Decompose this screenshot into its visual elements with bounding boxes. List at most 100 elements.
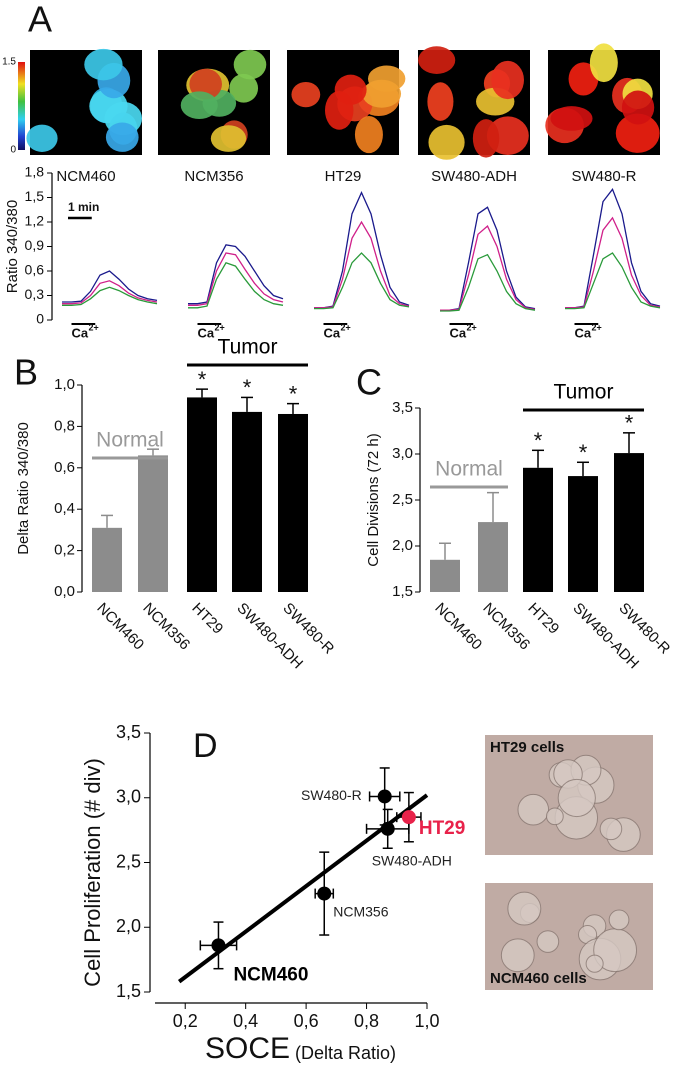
y-tick-label: 3,0 (116, 787, 141, 807)
micrograph (418, 46, 530, 160)
trace (188, 252, 284, 306)
y-tick-label: 2,0 (116, 916, 141, 936)
cell (491, 60, 524, 100)
stimulus-label: Ca (72, 325, 89, 340)
cell (180, 91, 218, 120)
cell-line-label: NCM356 (184, 168, 243, 185)
cell (428, 124, 465, 160)
cell (568, 62, 599, 96)
bar (92, 527, 122, 592)
photo-label: NCM460 cells (490, 970, 587, 987)
bar (568, 476, 598, 592)
y-tick-label: 0,6 (25, 262, 45, 278)
cell-line-label: NCM460 (56, 168, 115, 185)
x-tick-label: NCM356 (139, 600, 193, 654)
y-tick-label: 0 (36, 311, 44, 327)
point-label: SW480-ADH (372, 853, 452, 869)
x-tick-label: 1,0 (414, 1011, 439, 1031)
group-label: Tumor (218, 336, 278, 359)
photo-cell (536, 930, 560, 953)
cell (427, 82, 454, 121)
photo-cell (507, 891, 542, 926)
significance-marker: * (289, 381, 298, 406)
bar (187, 397, 217, 592)
trace (62, 280, 158, 305)
y-axis-title: Delta Ratio 340/380 (15, 422, 32, 555)
y-tick-label: 2,5 (392, 491, 413, 508)
significance-marker: * (534, 428, 543, 453)
scale-bar-label: 1 min (68, 200, 99, 214)
cell (229, 73, 259, 103)
y-tick-label: 3,5 (116, 722, 141, 742)
cell (210, 125, 247, 152)
panel-label: D (193, 727, 218, 765)
y-tick-label: 2,0 (392, 537, 413, 554)
trace (565, 216, 661, 309)
bar (232, 411, 262, 592)
point-label: SW480-R (301, 787, 362, 803)
y-tick-label: 1,0 (54, 376, 75, 393)
y-tick-label: 1,5 (116, 981, 141, 1001)
y-tick-label: 1,5 (25, 188, 45, 204)
x-tick-label: 0,2 (173, 1011, 198, 1031)
y-axis-title: Cell Proliferation (# div) (80, 758, 105, 987)
x-tick-label: HT29 (188, 600, 226, 638)
trace (565, 252, 661, 310)
photo (485, 735, 653, 855)
bar (614, 453, 644, 592)
x-tick-label: NCM460 (431, 600, 485, 654)
y-tick-label: 3,0 (392, 445, 413, 462)
bar (523, 467, 553, 592)
stimulus-superscript: 2+ (215, 322, 225, 332)
micrograph (287, 50, 406, 155)
cell (84, 48, 123, 81)
y-tick-label: 1,5 (392, 583, 413, 600)
y-tick-label: 1,8 (25, 164, 45, 180)
panel-label: A (28, 0, 52, 40)
point (401, 810, 416, 825)
y-tick-label: 0,0 (54, 583, 75, 600)
cell (291, 81, 321, 108)
y-tick-label: 0,3 (25, 286, 45, 302)
stimulus-label: Ca (575, 325, 592, 340)
bar (430, 559, 460, 592)
point-label: NCM460 (233, 964, 308, 985)
trace (314, 191, 410, 309)
x-tick-label: 0,4 (233, 1011, 258, 1031)
panel-label: B (14, 352, 38, 393)
x-axis-title: SOCE (205, 1032, 290, 1065)
trace (314, 252, 410, 310)
photo-cell (557, 778, 596, 818)
y-tick-label: 2,5 (116, 851, 141, 871)
trace (565, 187, 661, 309)
point (380, 821, 395, 836)
y-tick-label: 0,4 (54, 500, 75, 517)
y-tick-label: 0,9 (25, 237, 45, 253)
micrograph (545, 43, 660, 155)
trace (62, 286, 158, 306)
point (377, 789, 392, 804)
y-axis-title: Cell Divisions (72 h) (365, 433, 382, 566)
colorbar (18, 62, 25, 150)
significance-marker: * (198, 367, 207, 392)
cell (472, 119, 500, 158)
stimulus-label: Ca (450, 325, 467, 340)
photo-cell (500, 938, 535, 973)
colorbar-tick-label: 1.5 (2, 57, 16, 68)
stimulus-label: Ca (198, 325, 215, 340)
photo-cell (517, 793, 550, 826)
trace (440, 206, 536, 311)
trace (188, 262, 284, 309)
y-tick-label: 0,6 (54, 459, 75, 476)
bar (278, 413, 308, 592)
micrograph (158, 49, 270, 155)
group-label: Tumor (554, 381, 614, 404)
point-label: HT29 (419, 818, 465, 839)
stimulus-label: Ca (324, 325, 341, 340)
trace (188, 244, 284, 305)
cell-line-label: HT29 (325, 168, 362, 185)
significance-marker: * (579, 440, 588, 465)
point-label: NCM356 (333, 903, 388, 919)
significance-marker: * (243, 375, 252, 400)
